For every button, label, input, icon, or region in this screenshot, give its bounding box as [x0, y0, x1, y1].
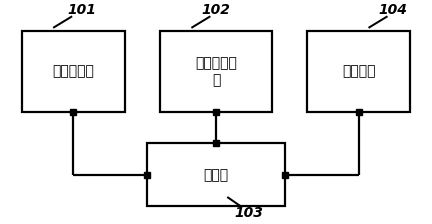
Bar	[22, 31, 125, 112]
Text: 102: 102	[202, 3, 230, 17]
Text: 103: 103	[234, 206, 263, 220]
Text: 101: 101	[68, 3, 96, 17]
Text: 选择提示单
元: 选择提示单 元	[195, 57, 237, 87]
Bar	[160, 31, 272, 112]
Bar	[307, 31, 410, 112]
Text: 模式组: 模式组	[203, 168, 229, 182]
Text: 初始化单元: 初始化单元	[53, 65, 94, 79]
Text: 配置单元: 配置单元	[342, 65, 375, 79]
Bar	[147, 143, 285, 206]
Text: 104: 104	[379, 3, 407, 17]
